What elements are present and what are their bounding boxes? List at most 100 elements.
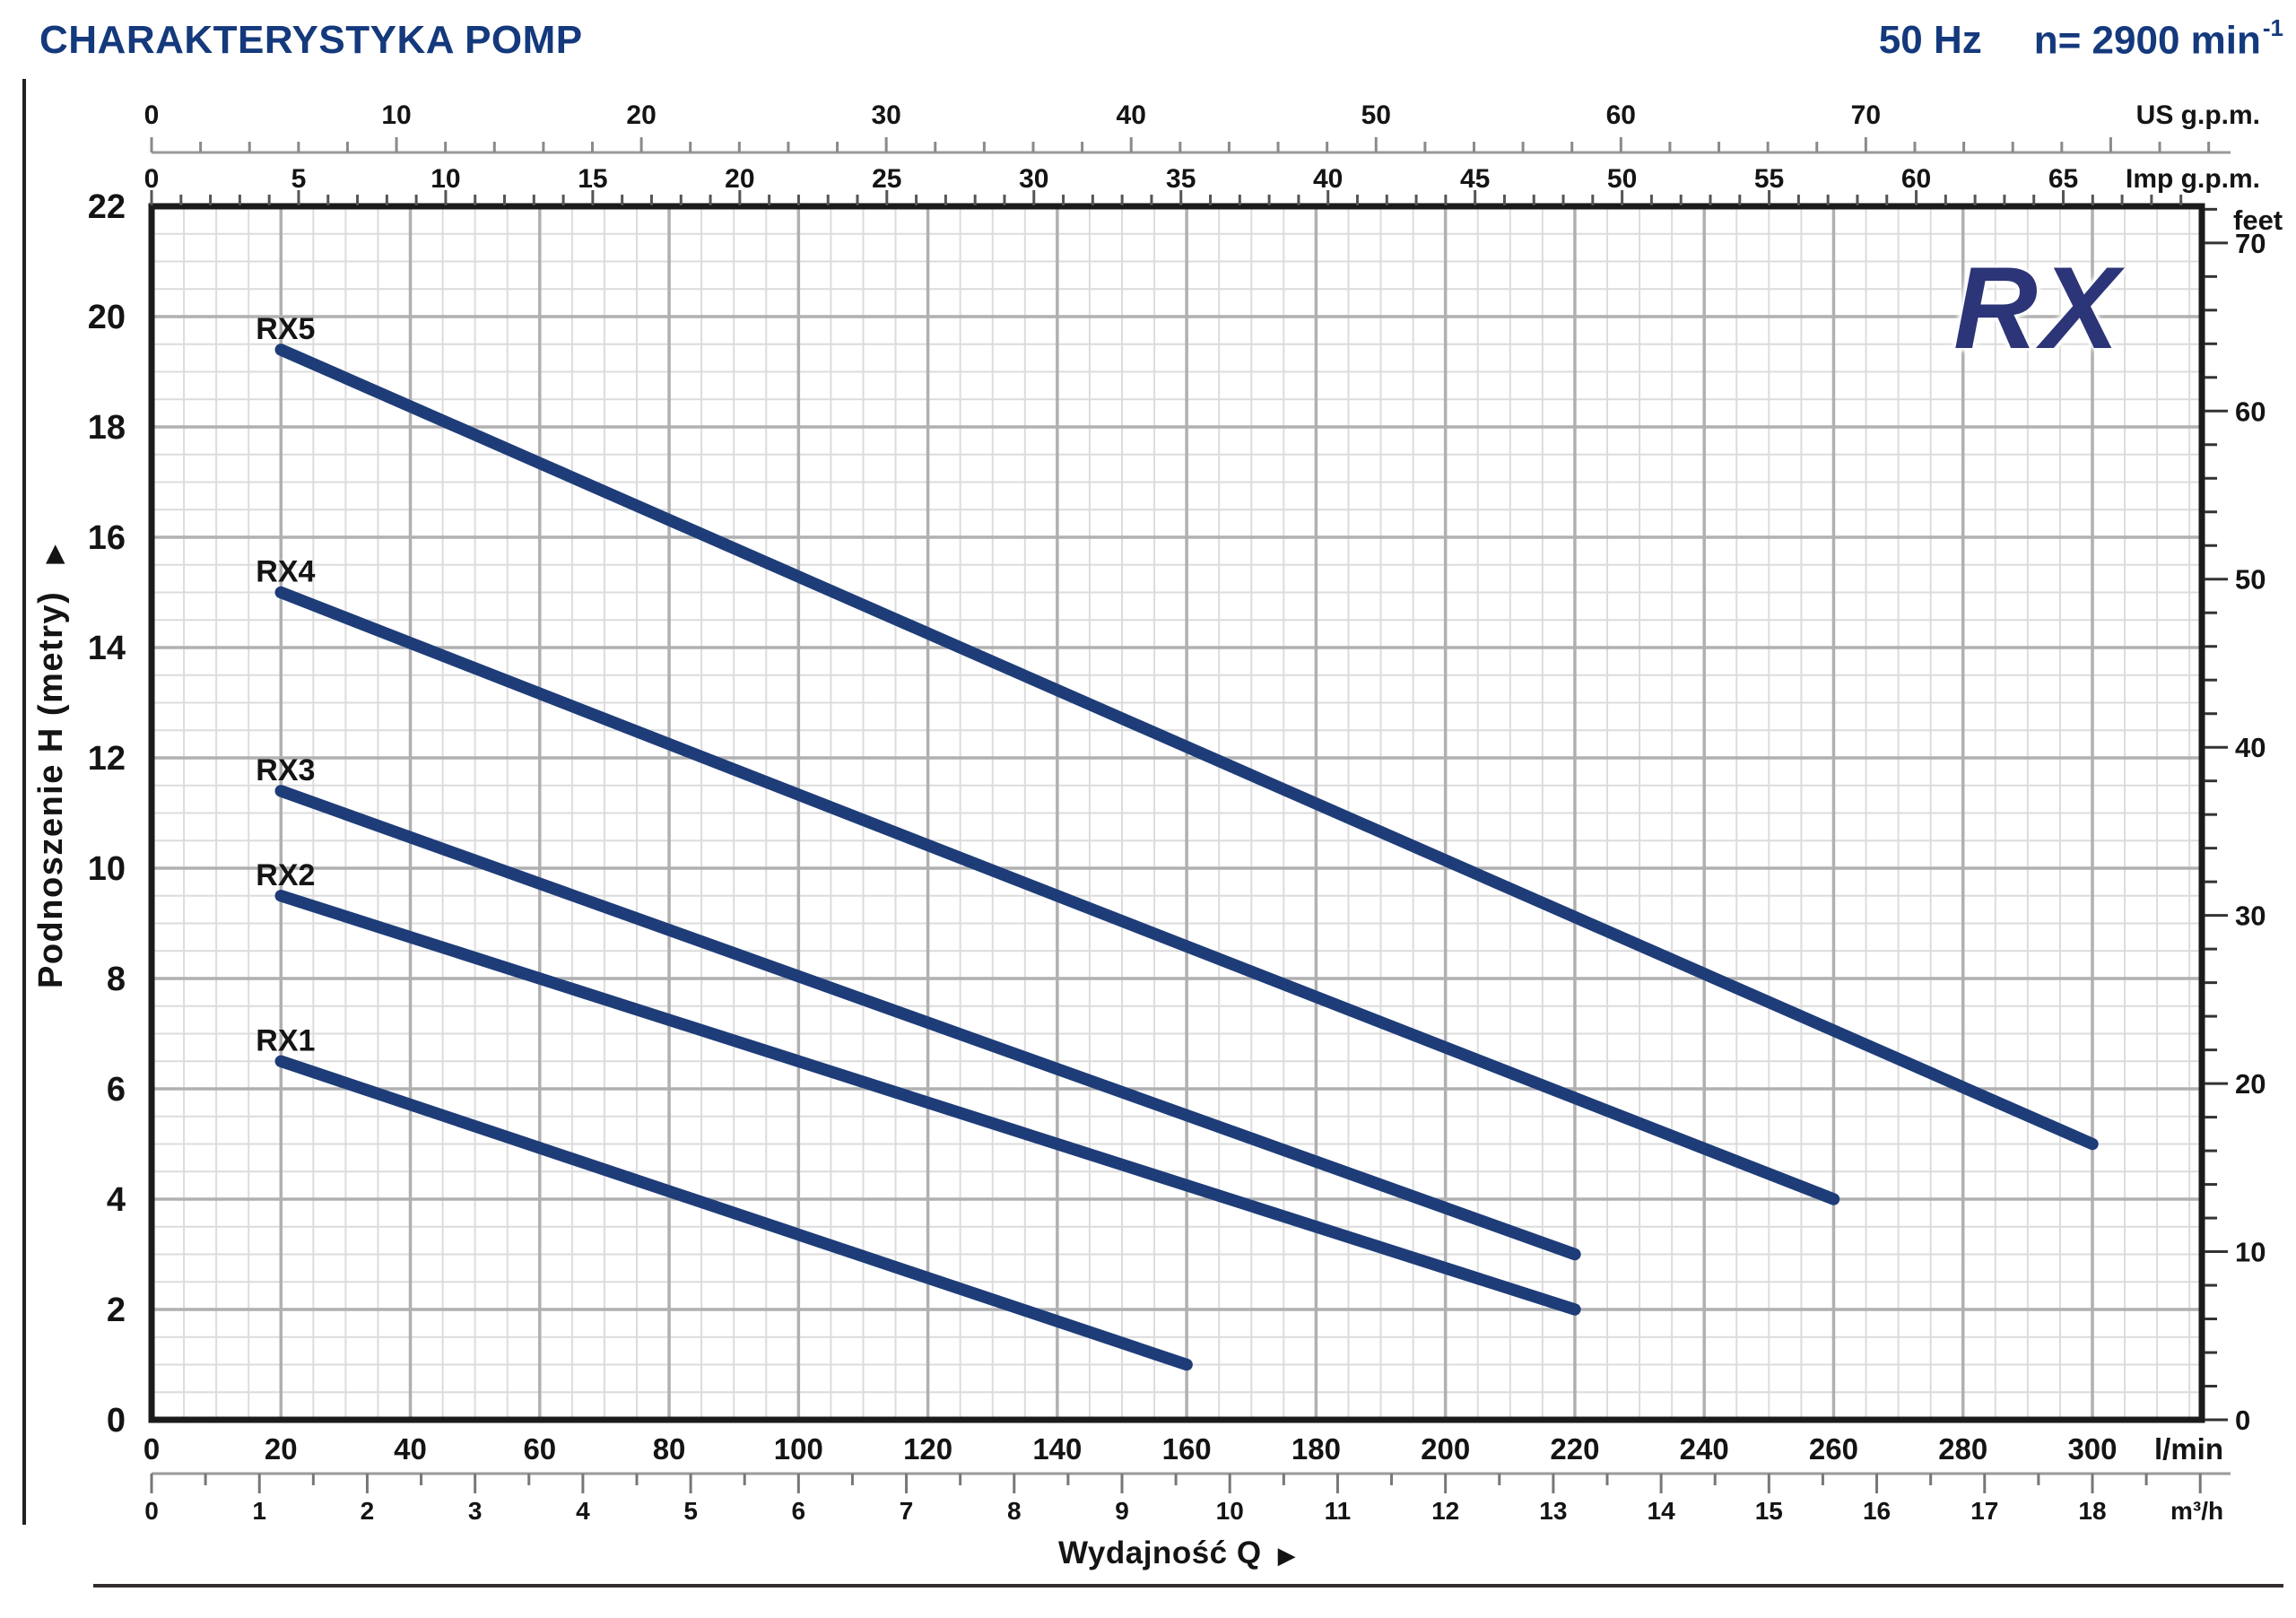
feet-tick-label: 50	[2235, 564, 2266, 596]
feet-tick-label: 30	[2235, 900, 2266, 932]
metres-tick-label: 10	[88, 850, 126, 888]
lmin-tick-label: 160	[1162, 1432, 1212, 1466]
m3h-tick-label: 7	[900, 1497, 914, 1525]
right-arrow-icon: ▶	[1277, 1542, 1297, 1569]
metres-tick-label: 2	[107, 1292, 126, 1329]
m3h-tick-label: 2	[361, 1497, 375, 1525]
lmin-tick-label: 0	[144, 1432, 160, 1466]
imp-gpm-tick-label: 0	[144, 164, 160, 194]
metres-tick-label: 14	[88, 630, 126, 667]
curve-label-rx4: RX4	[256, 555, 315, 589]
m3h-tick-label: 11	[1325, 1497, 1352, 1525]
imp-gpm-tick-label: 35	[1166, 164, 1196, 194]
curve-rx5	[274, 344, 2099, 1151]
feet-tick-label: 0	[2235, 1405, 2250, 1436]
x-axis-title: Wydajność Q ▶	[1058, 1535, 1296, 1571]
imp-gpm-tick-label: 45	[1460, 164, 1490, 194]
m3h-tick-label: 14	[1648, 1497, 1676, 1525]
header-specs: 50 Hz n= 2900 min-1	[1878, 14, 2283, 64]
axis-imp-gpm: 0 5 10 15 20 25 30 35 40 45 50 55 60 65 Imp g.p.m.	[144, 164, 2260, 205]
curve-rx3	[274, 785, 1581, 1261]
pump-curves: RX5 RX4 RX3 RX2 RX1	[256, 312, 2099, 1371]
m3h-tick-label: 10	[1216, 1497, 1244, 1525]
curve-rx4	[274, 586, 1840, 1205]
imp-gpm-tick-label: 25	[872, 164, 901, 194]
grid-minor	[152, 206, 2202, 1420]
us-gpm-tick-label: 30	[871, 100, 900, 130]
metres-tick-label: 22	[88, 188, 126, 226]
us-gpm-unit-label: US g.p.m.	[2136, 100, 2260, 130]
metres-tick-label: 0	[107, 1402, 126, 1440]
m3h-tick-label: 12	[1431, 1497, 1459, 1525]
m3h-tick-label: 5	[683, 1497, 698, 1525]
lmin-tick-label: 140	[1032, 1432, 1082, 1466]
axis-metres: 0 2 4 6 8 10 12 14 16 18 20 22	[88, 188, 126, 1440]
feet-tick-label: 20	[2235, 1068, 2266, 1100]
m3h-tick-label: 3	[468, 1497, 483, 1525]
m3h-unit-label: m³/h	[2170, 1497, 2223, 1525]
curve-label-rx5: RX5	[256, 312, 315, 346]
lmin-tick-label: 240	[1680, 1432, 1729, 1466]
curve-label-rx1: RX1	[256, 1023, 315, 1057]
metres-tick-label: 4	[107, 1181, 126, 1219]
m3h-tick-label: 18	[2078, 1497, 2106, 1525]
frequency-label: 50 Hz	[1878, 18, 1982, 62]
lmin-unit-label: l/min	[2154, 1432, 2223, 1466]
us-gpm-tick-label: 0	[144, 100, 160, 130]
feet-unit-label: feet	[2233, 204, 2283, 236]
m3h-tick-label: 16	[1863, 1497, 1891, 1525]
m3h-tick-label: 8	[1007, 1497, 1022, 1525]
lmin-tick-label: 100	[774, 1432, 823, 1466]
metres-tick-label: 16	[88, 519, 126, 557]
m3h-tick-label: 15	[1755, 1497, 1783, 1525]
axis-us-gpm: 0 10 20 30 40 50 60 70 US g.p.m.	[144, 100, 2260, 154]
m3h-tick-label: 0	[144, 1497, 159, 1525]
m3h-tick-label: 4	[576, 1497, 590, 1525]
lmin-tick-label: 20	[265, 1432, 298, 1466]
us-gpm-tick-label: 40	[1117, 100, 1146, 130]
x-axis-title-text: Wydajność Q	[1058, 1535, 1262, 1570]
speed-label: n= 2900 min-1	[2033, 14, 2283, 63]
us-gpm-tick-label: 50	[1361, 100, 1391, 130]
imp-gpm-tick-label: 40	[1313, 164, 1343, 194]
imp-gpm-tick-label: 30	[1019, 164, 1048, 194]
imp-gpm-unit-label: Imp g.p.m.	[2126, 164, 2260, 194]
imp-gpm-tick-label: 15	[578, 164, 607, 194]
curve-label-rx3: RX3	[256, 753, 315, 787]
m3h-tick-label: 13	[1539, 1497, 1567, 1525]
us-gpm-tick-label: 60	[1606, 100, 1636, 130]
m3h-tick-label: 1	[252, 1497, 266, 1525]
lmin-tick-label: 80	[653, 1432, 686, 1466]
lmin-tick-label: 60	[523, 1432, 556, 1466]
axis-m3h: 0 1 2 3 4 5 6 7 8 9 10 11 12 13 14 15 16 17 18 m³/h	[144, 1472, 2231, 1525]
curve-rx1	[274, 1055, 1193, 1371]
metres-tick-label: 6	[107, 1071, 126, 1109]
y-axis-title: Podnoszenie H (metry) ▶	[32, 544, 71, 988]
metres-tick-label: 8	[107, 961, 126, 998]
imp-gpm-tick-label: 65	[2048, 164, 2078, 194]
us-gpm-tick-label: 10	[381, 100, 411, 130]
lmin-tick-label: 300	[2067, 1432, 2117, 1466]
imp-gpm-tick-label: 50	[1607, 164, 1637, 194]
metres-tick-label: 20	[88, 299, 126, 336]
plot-border	[148, 203, 2205, 1423]
y-axis-title-text: Podnoszenie H (metry)	[32, 590, 70, 988]
imp-gpm-tick-label: 10	[430, 164, 460, 194]
up-arrow-icon: ▶	[39, 543, 67, 564]
feet-tick-label: 70	[2235, 228, 2266, 259]
lmin-tick-label: 280	[1938, 1432, 1987, 1466]
lmin-tick-label: 220	[1550, 1432, 1599, 1466]
feet-tick-label: 60	[2235, 396, 2266, 427]
page-title: CHARAKTERYSTYKA POMP	[39, 18, 583, 62]
curve-label-rx2: RX2	[256, 858, 315, 892]
imp-gpm-tick-label: 20	[725, 164, 754, 194]
axis-lmin: 0 20 40 60 80 100 120 140 160 180 200 220 240 260 280 3…	[144, 1432, 2223, 1466]
feet-tick-label: 40	[2235, 732, 2266, 763]
speed-exponent: -1	[2262, 14, 2283, 41]
us-gpm-tick-label: 70	[1851, 100, 1881, 130]
imp-gpm-tick-label: 55	[1754, 164, 1784, 194]
imp-gpm-tick-label: 60	[1901, 164, 1931, 194]
lmin-tick-label: 260	[1809, 1432, 1858, 1466]
